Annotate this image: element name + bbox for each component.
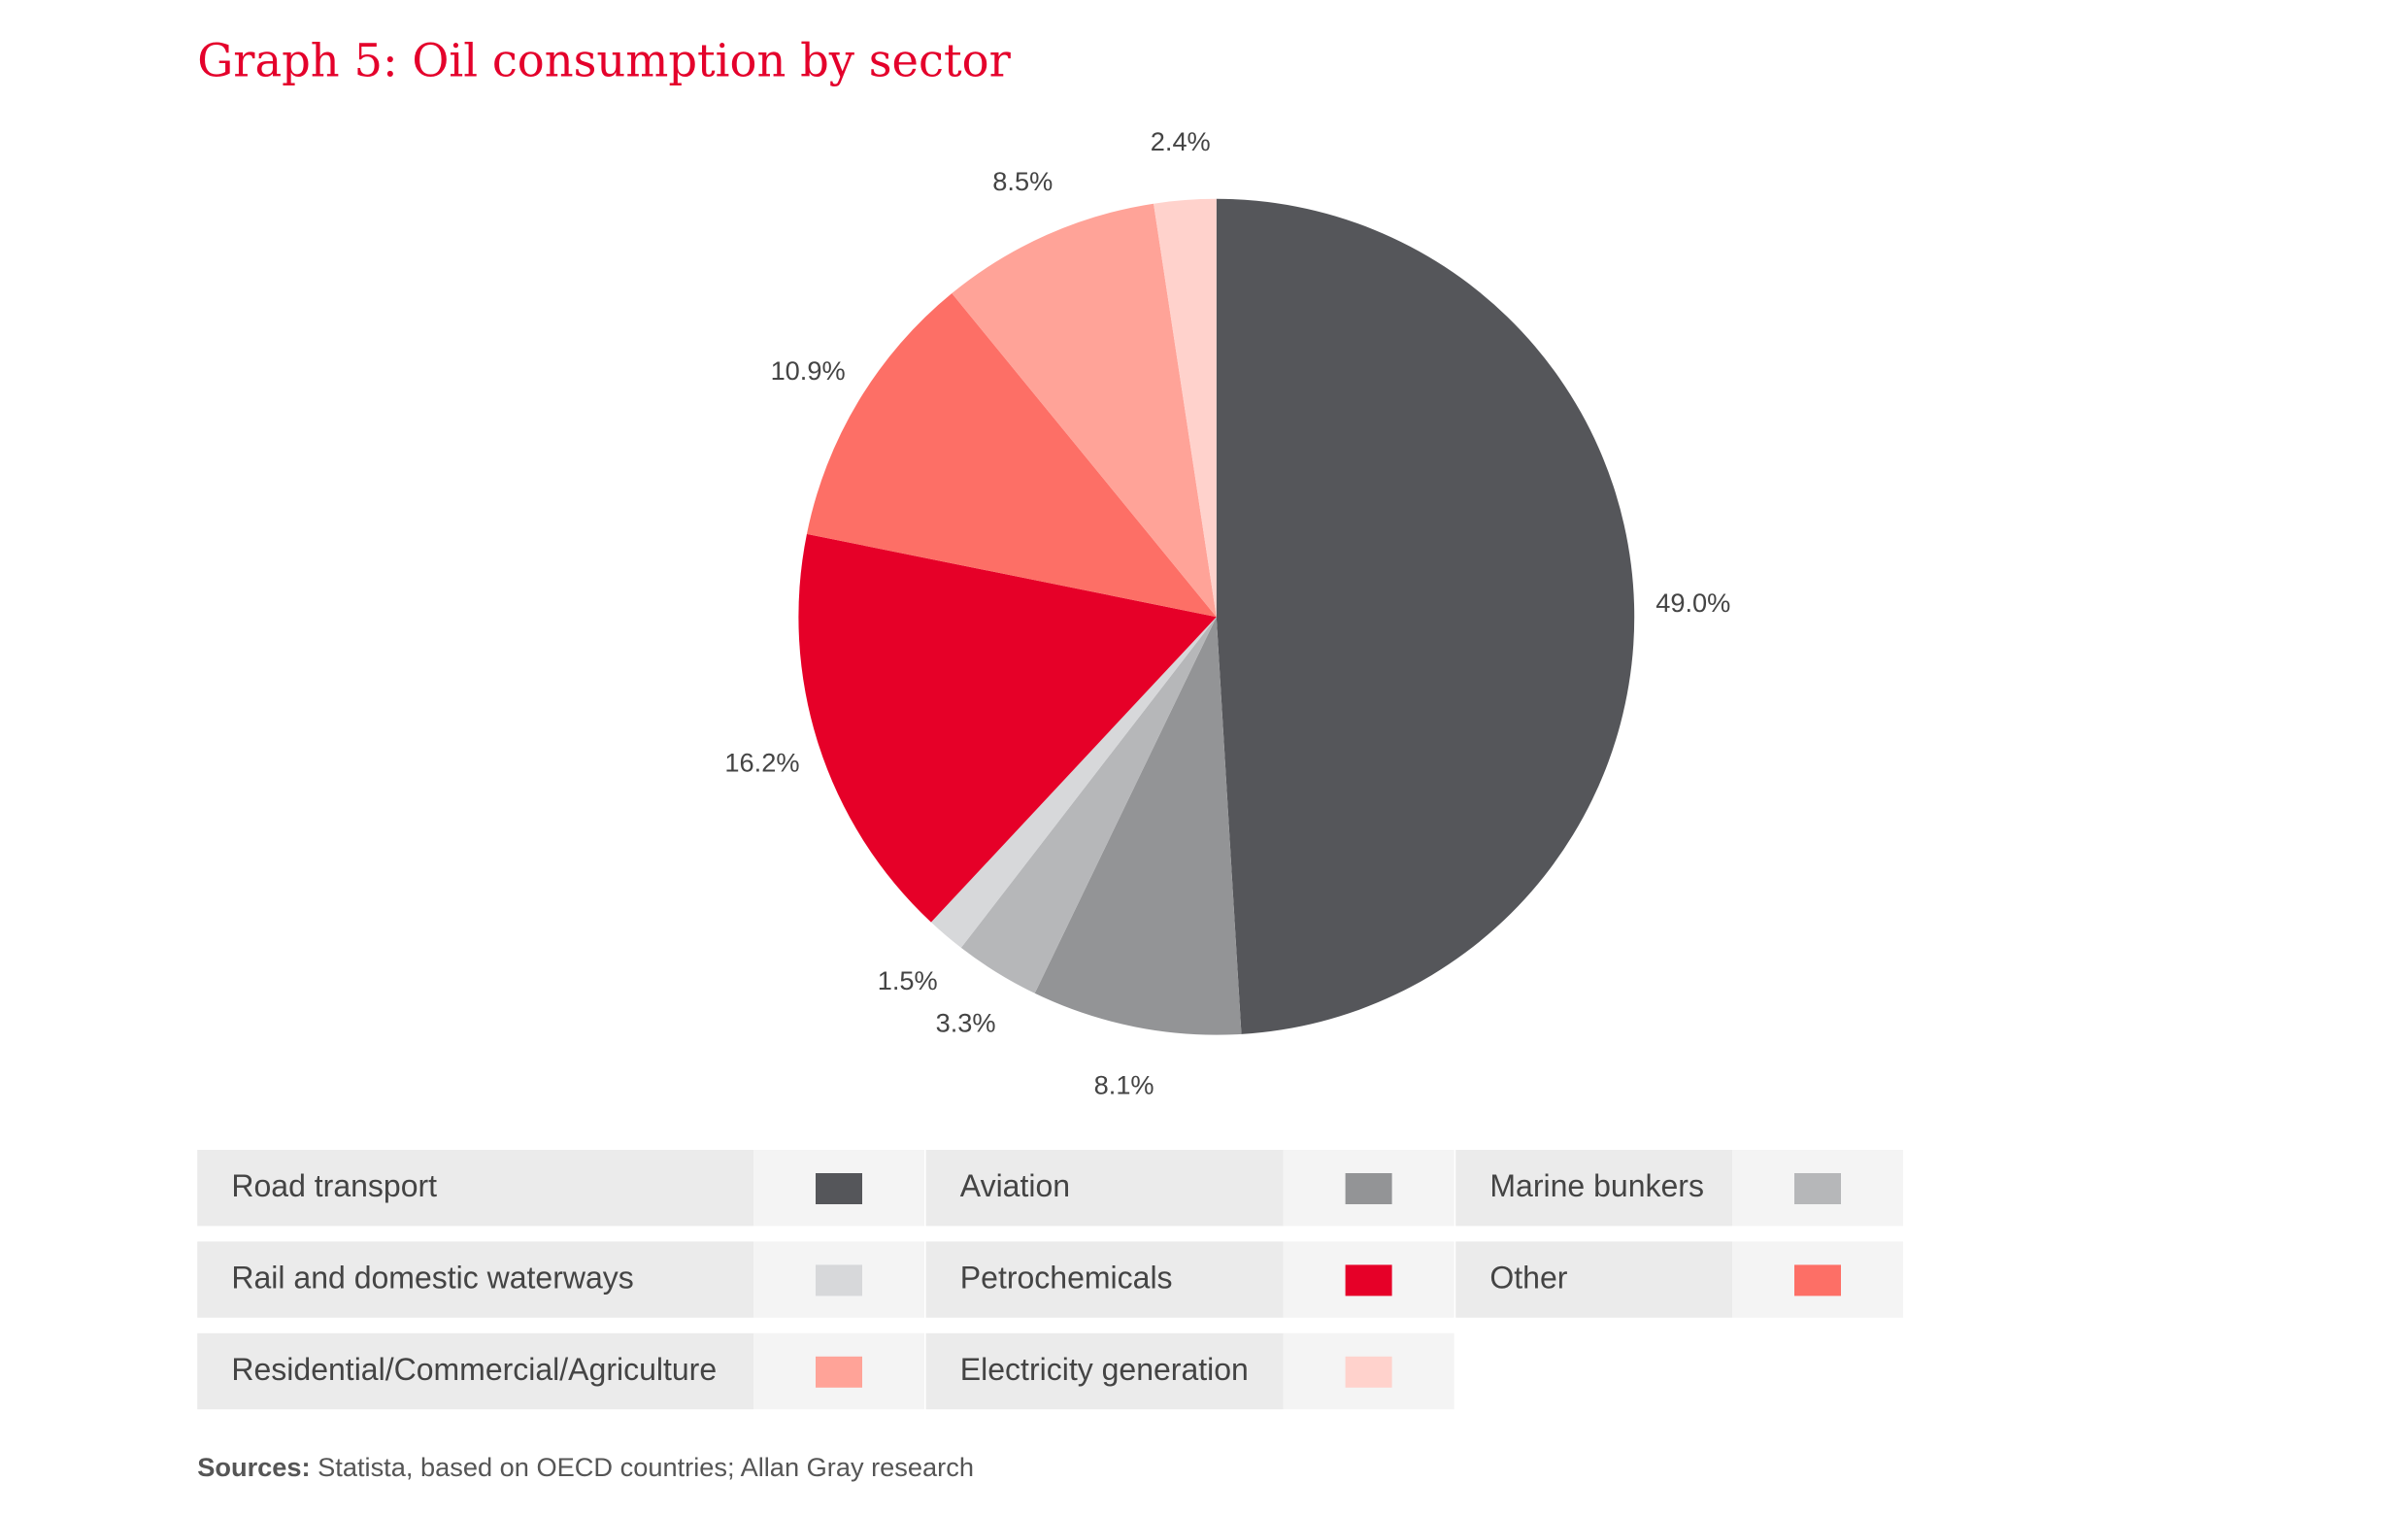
data-label-road-transport: 49.0%: [1656, 588, 1730, 618]
legend-swatch-cell: [1283, 1150, 1455, 1227]
legend-swatch-cell: [753, 1332, 924, 1410]
data-label-electricity-generation: 2.4%: [1151, 126, 1211, 156]
legend-swatch-road-transport: [816, 1173, 862, 1204]
legend-swatch-electricity-generation: [1345, 1356, 1392, 1388]
legend-label-marine-bunkers: Marine bunkers: [1455, 1150, 1732, 1227]
pie-slice-other: [806, 293, 1217, 618]
pie-slice-road-transport: [1216, 198, 1635, 1034]
legend-label-aviation: Aviation: [925, 1150, 1284, 1227]
pie-chart: 49.0% 8.1% 3.3% 1.5% 16.2% 10.9% 8.5% 2.4%: [724, 126, 1730, 1100]
data-label-aviation: 8.1%: [1094, 1070, 1154, 1100]
pie-slices: [798, 198, 1635, 1035]
legend-swatch-cell: [753, 1150, 924, 1227]
data-label-residential-commercial-agriculture: 8.5%: [992, 166, 1053, 196]
pie-slice-aviation: [1034, 617, 1242, 1035]
legend-label-electricity-generation: Electricity generation: [925, 1332, 1284, 1410]
legend-swatch-other: [1794, 1264, 1841, 1296]
legend-label-other: Other: [1455, 1241, 1732, 1318]
pie-slice-marine-bunkers: [960, 617, 1217, 993]
data-label-rail-and-domestic-waterways: 1.5%: [878, 965, 938, 995]
pie-slice-petrochemicals: [798, 533, 1217, 923]
pie-slice-rail-and-domestic-waterways: [930, 617, 1217, 948]
legend-swatch-cell: [1732, 1150, 1903, 1227]
legend-swatch-cell: [1732, 1241, 1903, 1318]
legend-label-rail-and-domestic-waterways: Rail and domestic waterways: [197, 1241, 753, 1318]
data-label-petrochemicals: 16.2%: [724, 747, 799, 777]
legend-swatch-residential-commercial-agriculture: [816, 1356, 862, 1388]
legend-swatch-aviation: [1345, 1173, 1392, 1204]
legend-label-road-transport: Road transport: [197, 1150, 753, 1227]
pie-labels: 49.0% 8.1% 3.3% 1.5% 16.2% 10.9% 8.5% 2.4%: [724, 126, 1730, 1100]
data-label-marine-bunkers: 3.3%: [936, 1008, 996, 1038]
pie-slice-electricity-generation: [1154, 198, 1217, 618]
sources-text: Statista, based on OECD countries; Allan…: [310, 1453, 974, 1483]
data-label-other: 10.9%: [771, 355, 846, 386]
legend-label-petrochemicals: Petrochemicals: [925, 1241, 1284, 1318]
legend-swatch-cell: [753, 1241, 924, 1318]
legend-swatch-cell: [1283, 1332, 1455, 1410]
chart-title: Graph 5: Oil consumption by sector: [197, 34, 1011, 87]
pie-slice-residential-commercial-agriculture: [952, 203, 1217, 618]
legend-swatch-marine-bunkers: [1794, 1173, 1841, 1204]
legend-swatch-rail-and-domestic-waterways: [816, 1264, 862, 1296]
sources-label: Sources:: [197, 1453, 311, 1483]
legend-label-residential-commercial-agriculture: Residential/Commercial/Agriculture: [197, 1332, 753, 1410]
sources-note: Sources: Statista, based on OECD countri…: [197, 1453, 974, 1484]
legend-swatch-cell: [1283, 1241, 1455, 1318]
legend-swatch-petrochemicals: [1345, 1264, 1392, 1296]
